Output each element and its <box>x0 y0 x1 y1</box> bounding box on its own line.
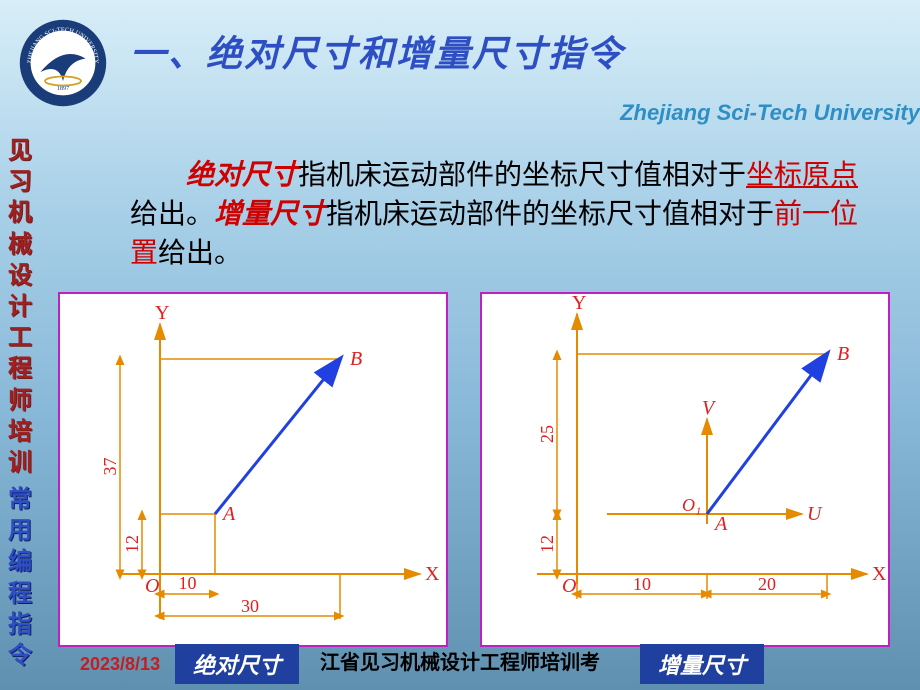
svg-text:U: U <box>807 503 823 525</box>
slide-date: 2023/8/13 <box>80 654 160 675</box>
sidebar-char: 习 <box>8 166 38 197</box>
sidebar-char: 用 <box>8 515 38 546</box>
sidebar-char: 令 <box>8 640 38 671</box>
sidebar: 见习机械设计工程师培训 常用编程指令 <box>8 135 38 671</box>
svg-text:30: 30 <box>241 596 259 616</box>
svg-text:Y: Y <box>155 302 169 324</box>
caption-absolute: 绝对尺寸 <box>175 644 299 684</box>
body-text: 绝对尺寸指机床运动部件的坐标尺寸值相对于坐标原点给出。增量尺寸指机床运动部件的坐… <box>130 155 880 273</box>
sidebar-char: 见 <box>8 135 38 166</box>
footer-text: 江省见习机械设计工程师培训考 <box>320 646 600 675</box>
university-name: Zhejiang Sci-Tech University <box>620 100 920 126</box>
sidebar-char: 机 <box>8 197 38 228</box>
sidebar-char: 计 <box>8 291 38 322</box>
university-logo: 1897 ZHEJIANG SCI-TECH UNIVERSITY <box>18 18 108 108</box>
svg-text:10: 10 <box>179 573 197 593</box>
svg-text:O₁: O₁ <box>682 495 701 515</box>
diagram-incremental: 10 20 12 25 O X Y O₁ A B U V <box>480 292 890 647</box>
sidebar-char: 指 <box>8 609 38 640</box>
svg-text:O: O <box>145 575 159 597</box>
sidebar-char: 训 <box>8 447 38 478</box>
caption-incremental: 增量尺寸 <box>640 644 764 684</box>
sidebar-char: 程 <box>8 578 38 609</box>
svg-text:A: A <box>713 513 728 535</box>
svg-text:1897: 1897 <box>57 85 70 92</box>
sidebar-char: 工 <box>8 322 38 353</box>
svg-text:A: A <box>221 503 236 525</box>
svg-text:X: X <box>872 563 887 585</box>
svg-text:B: B <box>350 348 362 370</box>
svg-text:10: 10 <box>633 574 651 594</box>
sidebar-char: 师 <box>8 385 38 416</box>
sidebar-char: 编 <box>8 546 38 577</box>
sidebar-char: 培 <box>8 416 38 447</box>
svg-text:Y: Y <box>572 294 586 314</box>
sidebar-char: 常 <box>8 484 38 515</box>
diagram-absolute: 10 30 12 37 O X Y A B <box>58 292 448 647</box>
sidebar-char: 械 <box>8 229 38 260</box>
svg-text:25: 25 <box>537 425 557 443</box>
svg-text:37: 37 <box>100 458 120 476</box>
svg-text:B: B <box>837 343 849 365</box>
sidebar-char: 程 <box>8 353 38 384</box>
svg-text:12: 12 <box>537 535 557 553</box>
sidebar-char: 设 <box>8 260 38 291</box>
svg-text:12: 12 <box>122 535 142 553</box>
page-title: 一、绝对尺寸和增量尺寸指令 <box>130 25 624 77</box>
svg-text:20: 20 <box>758 574 776 594</box>
svg-text:X: X <box>425 563 440 585</box>
svg-text:V: V <box>702 397 717 419</box>
svg-text:O: O <box>562 575 576 597</box>
